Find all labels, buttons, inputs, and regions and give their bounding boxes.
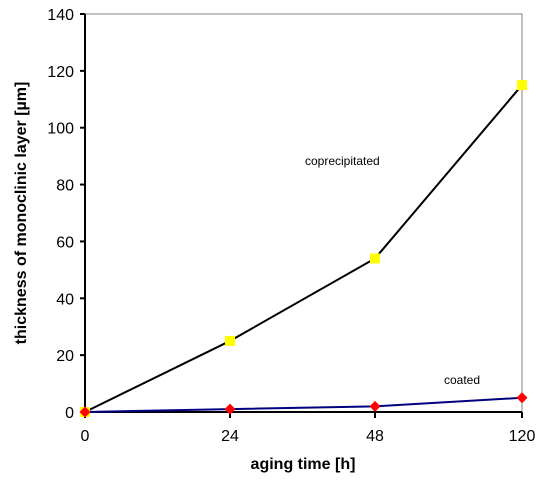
x-tick-label: 120 xyxy=(509,428,536,445)
series-annotation-coated: coated xyxy=(444,373,480,387)
y-tick-label: 60 xyxy=(56,234,74,251)
data-point-coated xyxy=(369,400,381,412)
data-point-coated xyxy=(516,392,528,404)
data-point-coated xyxy=(224,403,236,415)
x-tick-label: 0 xyxy=(81,428,90,445)
y-axis-title: thickness of monoclinic layer [µm] xyxy=(13,82,30,345)
series-annotation-coprecipitated: coprecipitated xyxy=(305,154,380,168)
y-tick-label: 20 xyxy=(56,348,74,365)
series-line-coated xyxy=(84,396,523,413)
plot-area xyxy=(84,13,523,413)
x-axis-title: aging time [h] xyxy=(251,456,356,473)
y-tick-label: 40 xyxy=(56,291,74,308)
y-tick-label: 0 xyxy=(65,405,74,422)
y-tick-label: 100 xyxy=(47,121,74,138)
y-tick-label: 140 xyxy=(47,7,74,24)
y-tick-label: 120 xyxy=(47,64,74,81)
x-tick-label: 48 xyxy=(366,428,384,445)
data-point-coprecipitated xyxy=(370,253,380,264)
data-point-coprecipitated xyxy=(517,80,527,91)
series-line-coprecipitated xyxy=(84,84,523,413)
data-point-coated xyxy=(79,406,91,418)
data-point-coprecipitated xyxy=(225,335,235,346)
y-tick-label: 80 xyxy=(56,178,74,195)
x-tick-label: 24 xyxy=(221,428,239,445)
